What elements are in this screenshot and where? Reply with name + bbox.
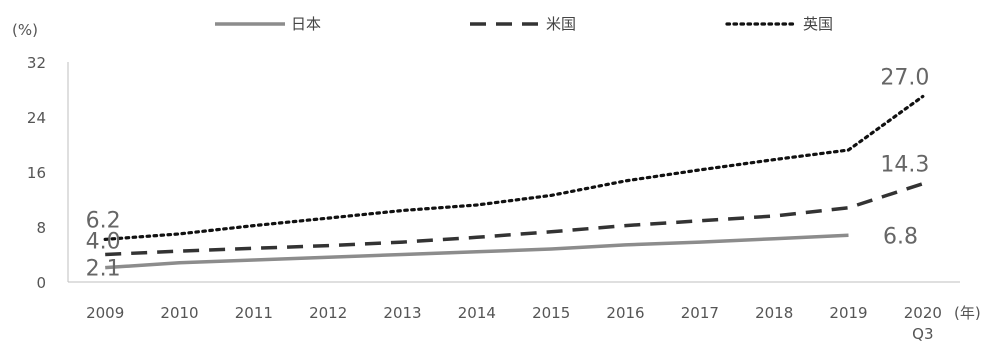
y-tick-label: 32 bbox=[27, 54, 46, 72]
data-label: 4.0 bbox=[86, 230, 121, 255]
x-tick-label: 2016 bbox=[606, 304, 644, 322]
x-axis-unit-label: (年) bbox=[954, 304, 981, 322]
x-tick-label: 2019 bbox=[829, 304, 867, 322]
x-tick-label: 2018 bbox=[755, 304, 793, 322]
legend-label-2: 米国 bbox=[546, 15, 576, 33]
x-tick-label: 2009 bbox=[86, 304, 124, 322]
series-line-3 bbox=[103, 94, 925, 241]
x-tick-label: 2020 bbox=[904, 304, 942, 322]
data-label: 27.0 bbox=[880, 65, 929, 90]
y-tick-label: 0 bbox=[36, 274, 46, 292]
x-tick-sublabel: Q3 bbox=[912, 325, 933, 343]
x-tick-label: 2012 bbox=[309, 304, 347, 322]
y-tick-label: 8 bbox=[36, 219, 46, 237]
x-tick-label: 2013 bbox=[383, 304, 421, 322]
x-tick-label: 2017 bbox=[681, 304, 719, 322]
y-tick-label: 24 bbox=[27, 109, 46, 127]
x-tick-label: 2014 bbox=[458, 304, 496, 322]
legend-label-1: 日本 bbox=[291, 15, 321, 33]
y-tick-label: 16 bbox=[27, 164, 46, 182]
series-line-2 bbox=[105, 182, 924, 257]
series-line-1 bbox=[105, 233, 849, 270]
x-tick-label: 2011 bbox=[235, 304, 273, 322]
legend-label-3: 英国 bbox=[803, 15, 833, 33]
data-label: 6.2 bbox=[86, 208, 121, 233]
data-label: 14.3 bbox=[880, 153, 929, 178]
x-tick-label: 2010 bbox=[160, 304, 198, 322]
data-label: 2.1 bbox=[86, 257, 121, 282]
y-axis-unit-label: (%) bbox=[12, 21, 38, 39]
data-label: 6.8 bbox=[883, 224, 918, 249]
x-tick-label: 2015 bbox=[532, 304, 570, 322]
